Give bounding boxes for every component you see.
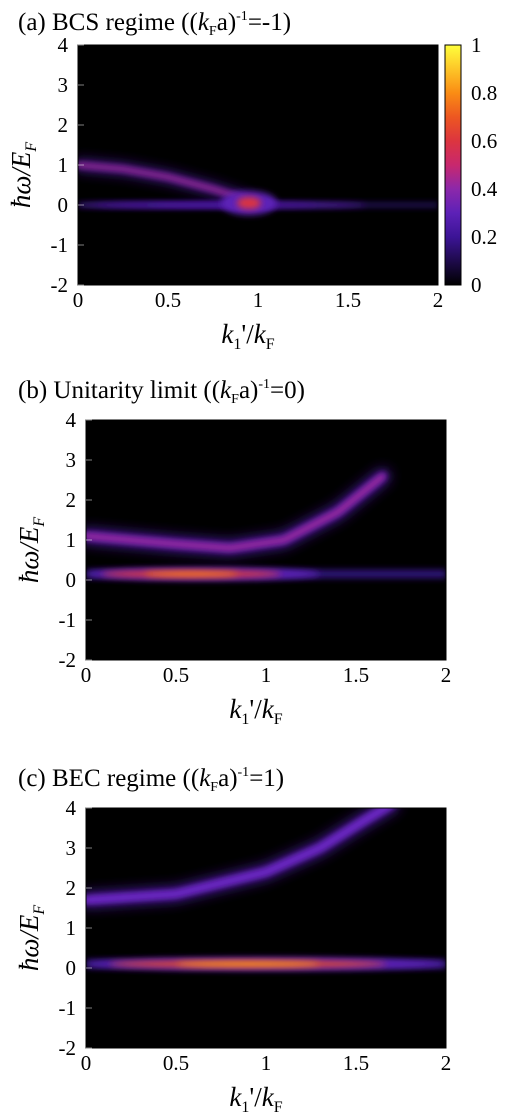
y-tick-label: 1 <box>66 916 77 940</box>
curve-core <box>78 164 245 200</box>
x-tick-label: 1.5 <box>343 1051 369 1075</box>
curve-core <box>86 808 389 902</box>
panel-title: (a) BCS regime ((kFa)-1=-1) <box>18 9 291 39</box>
colorbar-tick-label: 0.8 <box>471 81 497 105</box>
plot-background <box>86 808 446 1048</box>
x-tick-label: 0.5 <box>163 1051 189 1075</box>
y-tick-label: -1 <box>59 996 77 1020</box>
heatmap-features <box>78 160 438 215</box>
panel-title: (b) Unitarity limit ((kFa)-1=0) <box>18 377 305 407</box>
x-tick-label: 1 <box>261 663 272 687</box>
colorbar-tick-label: 0.4 <box>471 177 498 201</box>
heatmap-features <box>86 808 446 971</box>
y-tick-label: 0 <box>66 568 77 592</box>
colorbar <box>444 44 462 286</box>
y-tick-label: 1 <box>58 153 69 177</box>
y-tick-label: 1 <box>66 528 77 552</box>
panel-title: (c) BEC regime ((kFa)-1=1) <box>18 765 284 795</box>
x-tick-label: 2 <box>441 1051 452 1075</box>
y-tick-label: 3 <box>66 448 77 472</box>
x-tick-label: 0 <box>81 1051 92 1075</box>
x-tick-label: 2 <box>433 288 444 312</box>
y-tick-label: 2 <box>66 488 77 512</box>
x-tick-label: 1.5 <box>335 288 361 312</box>
y-tick-label: -1 <box>59 608 77 632</box>
heatmap-features <box>86 469 446 581</box>
y-tick-label: 3 <box>58 73 69 97</box>
colorbar-tick-label: 0 <box>471 273 482 297</box>
y-tick-label: 2 <box>58 113 69 137</box>
y-axis-label: ħω/EF <box>6 142 40 209</box>
x-tick-label: 1.5 <box>343 663 369 687</box>
colorbar-tick-label: 0.6 <box>471 129 497 153</box>
y-tick-label: -2 <box>59 1036 77 1060</box>
y-tick-label: 3 <box>66 836 77 860</box>
band-peak <box>144 572 239 576</box>
x-tick-label: 0.5 <box>163 663 189 687</box>
y-tick-label: -1 <box>51 233 69 257</box>
x-tick-label: 0 <box>81 663 92 687</box>
colorbar-tick-label: 0.2 <box>471 225 497 249</box>
y-tick-label: 4 <box>66 796 77 820</box>
y-tick-label: 2 <box>66 876 77 900</box>
x-tick-label: 1 <box>253 288 264 312</box>
x-tick-label: 0.5 <box>155 288 181 312</box>
colorbar-tick-label: 1 <box>471 33 482 57</box>
x-tick-label: 2 <box>441 663 452 687</box>
x-axis-label: k1'/kF <box>229 1082 282 1116</box>
y-tick-label: 4 <box>66 408 77 432</box>
band-peak <box>176 962 320 966</box>
spot-core <box>237 197 261 209</box>
y-tick-label: -2 <box>59 648 77 672</box>
plot-background <box>78 45 438 285</box>
x-axis-label: k1'/kF <box>221 319 274 353</box>
panel-b: (b) Unitarity limit ((kFa)-1=0)4 3 2 1 0 -1 -2… <box>14 377 451 728</box>
y-axis-label: ħω/EF <box>14 517 48 584</box>
x-axis-label: k1'/kF <box>229 694 282 728</box>
y-axis-label: ħω/EF <box>14 905 48 972</box>
y-tick-label: 4 <box>58 33 69 57</box>
y-tick-label: 0 <box>58 193 69 217</box>
y-tick-label: -2 <box>51 273 69 297</box>
y-tick-label: 0 <box>66 956 77 980</box>
x-tick-label: 1 <box>261 1051 272 1075</box>
curve-core <box>86 474 385 550</box>
x-tick-label: 0 <box>73 288 84 312</box>
